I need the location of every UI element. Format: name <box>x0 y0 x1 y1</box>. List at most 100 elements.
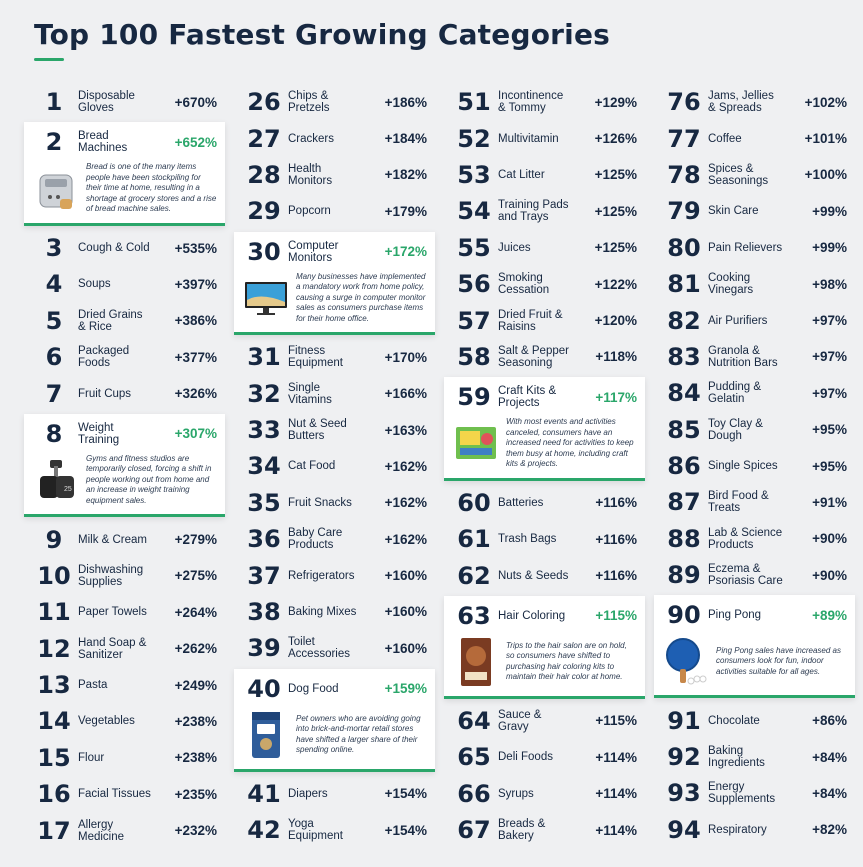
rank-number: 76 <box>667 88 701 117</box>
category-name: Training Pads and Trays <box>498 199 569 224</box>
growth-percent: +535% <box>174 240 217 256</box>
growth-percent: +100% <box>804 167 847 183</box>
rank-number: 8 <box>45 419 63 448</box>
page-title: Top 100 Fastest Growing Categories <box>34 18 611 51</box>
category-row: 86 Single Spices +95% <box>662 448 847 484</box>
category-name: Paper Towels <box>78 606 147 619</box>
featured-card-header: 30 Computer Monitors +172% <box>242 238 427 266</box>
rank-number: 90 <box>667 601 701 630</box>
growth-percent: +84% <box>812 785 847 801</box>
growth-percent: +238% <box>174 713 217 729</box>
growth-percent: +163% <box>384 422 427 438</box>
rank-number: 27 <box>247 124 281 153</box>
category-name: Cat Food <box>288 460 336 473</box>
growth-percent: +97% <box>812 385 847 401</box>
category-row: 64 Sauce & Gravy +115% <box>452 703 637 739</box>
category-name: Chips & Pretzels <box>288 90 330 115</box>
category-name: Cooking Vinegars <box>708 272 754 297</box>
growth-percent: +98% <box>812 276 847 292</box>
rank-number: 32 <box>247 379 281 408</box>
rank-number: 14 <box>37 707 71 736</box>
category-name: Multivitamin <box>498 132 559 145</box>
rank-number: 87 <box>667 488 701 517</box>
rank-number: 38 <box>247 597 281 626</box>
category-row: 10 Dishwashing Supplies +275% <box>32 558 217 594</box>
rank-number: 28 <box>247 160 281 189</box>
growth-percent: +652% <box>174 134 217 150</box>
category-row: 54 Training Pads and Trays +125% <box>452 193 637 229</box>
featured-card-body: Ping Pong sales have increased as consum… <box>662 635 847 687</box>
category-name: Computer Monitors <box>288 239 339 264</box>
category-row: 13 Pasta +249% <box>32 667 217 703</box>
category-row: 83 Granola & Nutrition Bars +97% <box>662 339 847 375</box>
growth-percent: +90% <box>812 567 847 583</box>
featured-description: Pet owners who are avoiding going into b… <box>296 713 421 755</box>
category-row: 81 Cooking Vinegars +98% <box>662 266 847 302</box>
featured-category-card: 2 Bread Machines +652% Bread is one of the … <box>24 122 225 226</box>
category-row: 88 Lab & Science Products +90% <box>662 521 847 557</box>
growth-percent: +90% <box>812 531 847 547</box>
category-row: 58 Salt & Pepper Seasoning +118% <box>452 339 637 375</box>
ping-pong-paddle-icon <box>662 635 710 687</box>
category-row: 77 Coffee +101% <box>662 120 847 156</box>
rank-number: 11 <box>37 598 71 627</box>
category-name: Dog Food <box>288 682 339 695</box>
growth-percent: +91% <box>812 494 847 510</box>
column-2: 26 Chips & Pretzels +186% 27 Crackers +184% 28… <box>234 84 435 848</box>
rank-number: 15 <box>37 743 71 772</box>
rank-number: 77 <box>667 124 701 153</box>
rank-number: 88 <box>667 524 701 553</box>
featured-description: Bread is one of the many items people ha… <box>86 162 217 214</box>
rank-number: 55 <box>457 233 491 262</box>
rank-number: 37 <box>247 561 281 590</box>
rank-number: 7 <box>45 379 63 408</box>
rank-number: 85 <box>667 415 701 444</box>
category-name: Bread Machines <box>78 130 128 155</box>
featured-card-header: 59 Craft Kits & Projects +117% <box>452 383 637 411</box>
category-row: 66 Syrups +114% <box>452 776 637 812</box>
featured-card-body: Many businesses have implemented a manda… <box>242 272 427 325</box>
category-row: 65 Deli Foods +114% <box>452 739 637 775</box>
growth-percent: +160% <box>384 568 427 584</box>
column-1: 1 Disposable Gloves +670% 2 Bread Machines +6… <box>24 84 225 849</box>
category-row: 36 Baby Care Products +162% <box>242 521 427 557</box>
column-3: 51 Incontinence & Tommy +129% 52 Multivitami… <box>444 84 645 848</box>
category-row: 93 Energy Supplements +84% <box>662 775 847 811</box>
category-name: Bird Food & Treats <box>708 490 769 515</box>
category-name: Fitness Equipment <box>288 345 343 370</box>
rank-number: 89 <box>667 561 701 590</box>
rank-number: 57 <box>457 306 491 335</box>
growth-percent: +114% <box>595 822 637 838</box>
growth-percent: +307% <box>174 426 217 442</box>
hair-color-box-icon <box>452 636 500 688</box>
rank-number: 39 <box>247 634 281 663</box>
category-name: Deli Foods <box>498 751 553 764</box>
category-row: 15 Flour +238% <box>32 740 217 776</box>
category-name: Vegetables <box>78 715 135 728</box>
featured-description: Many businesses have implemented a manda… <box>296 271 426 323</box>
category-row: 91 Chocolate +86% <box>662 702 847 738</box>
category-name: Jams, Jellies & Spreads <box>708 90 774 115</box>
featured-card-header: 63 Hair Coloring +115% <box>452 602 637 630</box>
featured-category-card: 40 Dog Food +159% Pet owners who are avoidi… <box>234 668 435 772</box>
rank-number: 91 <box>667 706 701 735</box>
featured-description: Gyms and fitness studios are temporarily… <box>86 453 212 505</box>
growth-percent: +117% <box>595 389 637 405</box>
featured-card-body: 25 Gyms and fitness studios are temporari… <box>32 454 217 507</box>
rank-number: 53 <box>457 160 491 189</box>
category-row: 60 Batteries +116% <box>452 485 637 521</box>
featured-category-card: 63 Hair Coloring +115% Trips to the hair sa… <box>444 595 645 699</box>
growth-percent: +262% <box>174 641 217 657</box>
rank-number: 42 <box>247 816 281 845</box>
featured-description: Ping Pong sales have increased as consum… <box>716 645 841 676</box>
category-row: 67 Breads & Bakery +114% <box>452 812 637 848</box>
growth-percent: +264% <box>174 604 217 620</box>
growth-percent: +101% <box>804 131 847 147</box>
growth-percent: +182% <box>384 167 427 183</box>
category-name: Fruit Snacks <box>288 496 352 509</box>
featured-card-header: 90 Ping Pong +89% <box>662 601 847 629</box>
growth-percent: +172% <box>384 244 427 260</box>
category-name: Cat Litter <box>498 168 545 181</box>
rank-number: 62 <box>457 561 491 590</box>
category-name: Cough & Cold <box>78 242 150 255</box>
